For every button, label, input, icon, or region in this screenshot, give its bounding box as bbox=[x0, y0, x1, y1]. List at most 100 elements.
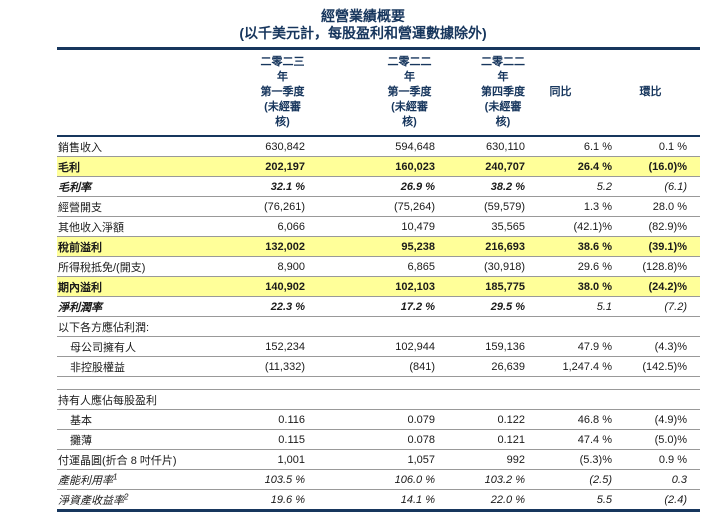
cell-value: 6,066 bbox=[215, 216, 315, 237]
spacer-row bbox=[57, 377, 700, 390]
col-header-q1-2023: 二零二三年 第一季度 (未經審核) bbox=[215, 48, 315, 137]
cell-value: (2.5) bbox=[535, 469, 620, 490]
row-label: 所得稅抵免/(開支) bbox=[57, 256, 215, 277]
col-header-line: 二零二三年 bbox=[260, 56, 305, 83]
cell-value: 216,693 bbox=[445, 236, 535, 257]
table-row: 經營開支 (76,261) (75,264) (59,579) 1.3 % 28.0 % bbox=[57, 196, 700, 217]
row-label: 以下各方應佔利潤: bbox=[57, 316, 215, 337]
row-label: 母公司擁有人 bbox=[57, 336, 215, 357]
cell-value: 47.4 % bbox=[535, 429, 620, 450]
cell-value: 28.0 % bbox=[620, 196, 700, 217]
table-row: 所得稅抵免/(開支) 8,900 6,865 (30,918) 29.6 % (128.8… bbox=[57, 256, 700, 277]
col-header-q1-2022: 二零二二年 第一季度 (未經審核) bbox=[315, 48, 445, 137]
cell-value: (128.8)% bbox=[620, 256, 700, 277]
cell-value: 102,944 bbox=[315, 336, 445, 357]
cell-value: 1,057 bbox=[315, 449, 445, 470]
cell-value: 1,001 bbox=[215, 449, 315, 470]
table-row: 淨資產收益率2 19.6 % 14.1 % 22.0 % 5.5 (2.4) bbox=[57, 489, 700, 511]
cell-value: (59,579) bbox=[445, 196, 535, 217]
header-row: 二零二三年 第一季度 (未經審核) 二零二二年 第一季度 (未經審核) 二零二二… bbox=[57, 48, 700, 137]
table-body: 銷售收入 630,842 594,648 630,110 6.1 % 0.1 % 毛利 202… bbox=[57, 136, 700, 511]
cell-value: (76,261) bbox=[215, 196, 315, 217]
col-header-qoq: 環比 bbox=[620, 48, 700, 137]
table-row: 淨利潤率 22.3 % 17.2 % 29.5 % 5.1 (7.2) bbox=[57, 296, 700, 317]
cell-value: 152,234 bbox=[215, 336, 315, 357]
cell-value: 0.3 bbox=[620, 469, 700, 490]
row-label: 淨資產收益率2 bbox=[57, 489, 215, 511]
table-row: 持有人應佔每股盈利 bbox=[57, 389, 700, 410]
table-header: 二零二三年 第一季度 (未經審核) 二零二二年 第一季度 (未經審核) 二零二二… bbox=[57, 48, 700, 137]
table-row: 稅前溢利 132,002 95,238 216,693 38.6 % (39.1)% bbox=[57, 236, 700, 257]
cell-value: (39.1)% bbox=[620, 236, 700, 257]
table-row: 基本 0.116 0.079 0.122 46.8 % (4.9)% bbox=[57, 409, 700, 430]
cell-value: (6.1) bbox=[620, 176, 700, 197]
table-row: 攤薄 0.115 0.078 0.121 47.4 % (5.0)% bbox=[57, 429, 700, 450]
cell-value bbox=[215, 316, 315, 337]
cell-value: 630,110 bbox=[445, 136, 535, 157]
cell-value bbox=[535, 316, 620, 337]
row-label: 淨利潤率 bbox=[57, 296, 215, 317]
cell-value: 29.5 % bbox=[445, 296, 535, 317]
cell-value: (7.2) bbox=[620, 296, 700, 317]
cell-value: (142.5)% bbox=[620, 356, 700, 377]
cell-value: (82.9)% bbox=[620, 216, 700, 237]
cell-value: 8,900 bbox=[215, 256, 315, 277]
cell-value: 0.9 % bbox=[620, 449, 700, 470]
table-row: 毛利率 32.1 % 26.9 % 38.2 % 5.2 (6.1) bbox=[57, 176, 700, 197]
cell-value: 159,136 bbox=[445, 336, 535, 357]
cell-value: (5.3)% bbox=[535, 449, 620, 470]
cell-value: 185,775 bbox=[445, 276, 535, 297]
row-label: 毛利 bbox=[57, 156, 215, 177]
cell-value: 0.122 bbox=[445, 409, 535, 430]
table-row: 以下各方應佔利潤: bbox=[57, 316, 700, 337]
cell-value: 0.121 bbox=[445, 429, 535, 450]
cell-value: 26.9 % bbox=[315, 176, 445, 197]
cell-value: 95,238 bbox=[315, 236, 445, 257]
cell-value: 17.2 % bbox=[315, 296, 445, 317]
cell-value bbox=[215, 389, 315, 410]
cell-value: (5.0)% bbox=[620, 429, 700, 450]
table-row: 其他收入淨額 6,066 10,479 35,565 (42.1)% (82.9)% bbox=[57, 216, 700, 237]
cell-value: 106.0 % bbox=[315, 469, 445, 490]
cell-value: (2.4) bbox=[620, 489, 700, 511]
cell-value: 29.6 % bbox=[535, 256, 620, 277]
cell-value: 10,479 bbox=[315, 216, 445, 237]
financial-summary-table: 二零二三年 第一季度 (未經審核) 二零二二年 第一季度 (未經審核) 二零二二… bbox=[57, 47, 700, 512]
cell-value: 6.1 % bbox=[535, 136, 620, 157]
cell-value: (42.1)% bbox=[535, 216, 620, 237]
cell-value: 22.3 % bbox=[215, 296, 315, 317]
row-label: 期內溢利 bbox=[57, 276, 215, 297]
cell-value: 38.0 % bbox=[535, 276, 620, 297]
report-subtitle: (以千美元計，每股盈利和營運數據除外) bbox=[239, 25, 487, 41]
row-label: 攤薄 bbox=[57, 429, 215, 450]
row-label: 銷售收入 bbox=[57, 136, 215, 157]
cell-value: 102,103 bbox=[315, 276, 445, 297]
row-label: 持有人應佔每股盈利 bbox=[57, 389, 215, 410]
row-label: 產能利用率1 bbox=[57, 469, 215, 490]
cell-value bbox=[315, 316, 445, 337]
cell-value: 0.078 bbox=[315, 429, 445, 450]
cell-value: 32.1 % bbox=[215, 176, 315, 197]
cell-value: 0.116 bbox=[215, 409, 315, 430]
col-header-line: (未經審核) bbox=[264, 101, 301, 128]
cell-value: (841) bbox=[315, 356, 445, 377]
col-header-line: 第四季度 bbox=[481, 86, 525, 98]
cell-value: 22.0 % bbox=[445, 489, 535, 511]
cell-value: 140,902 bbox=[215, 276, 315, 297]
cell-value: 0.115 bbox=[215, 429, 315, 450]
cell-value: 160,023 bbox=[315, 156, 445, 177]
row-label: 經營開支 bbox=[57, 196, 215, 217]
col-header-yoy: 同比 bbox=[535, 48, 620, 137]
cell-value: (4.3)% bbox=[620, 336, 700, 357]
cell-value: 5.1 bbox=[535, 296, 620, 317]
table-row: 產能利用率1 103.5 % 106.0 % 103.2 % (2.5) 0.3 bbox=[57, 469, 700, 490]
col-header-line: 二零二二年 bbox=[481, 56, 525, 83]
cell-value: 38.2 % bbox=[445, 176, 535, 197]
cell-value bbox=[445, 316, 535, 337]
cell-value: 202,197 bbox=[215, 156, 315, 177]
footnote-marker: 1 bbox=[113, 471, 118, 481]
cell-value bbox=[535, 389, 620, 410]
cell-value: 1,247.4 % bbox=[535, 356, 620, 377]
cell-value: 103.5 % bbox=[215, 469, 315, 490]
row-label: 非控股權益 bbox=[57, 356, 215, 377]
